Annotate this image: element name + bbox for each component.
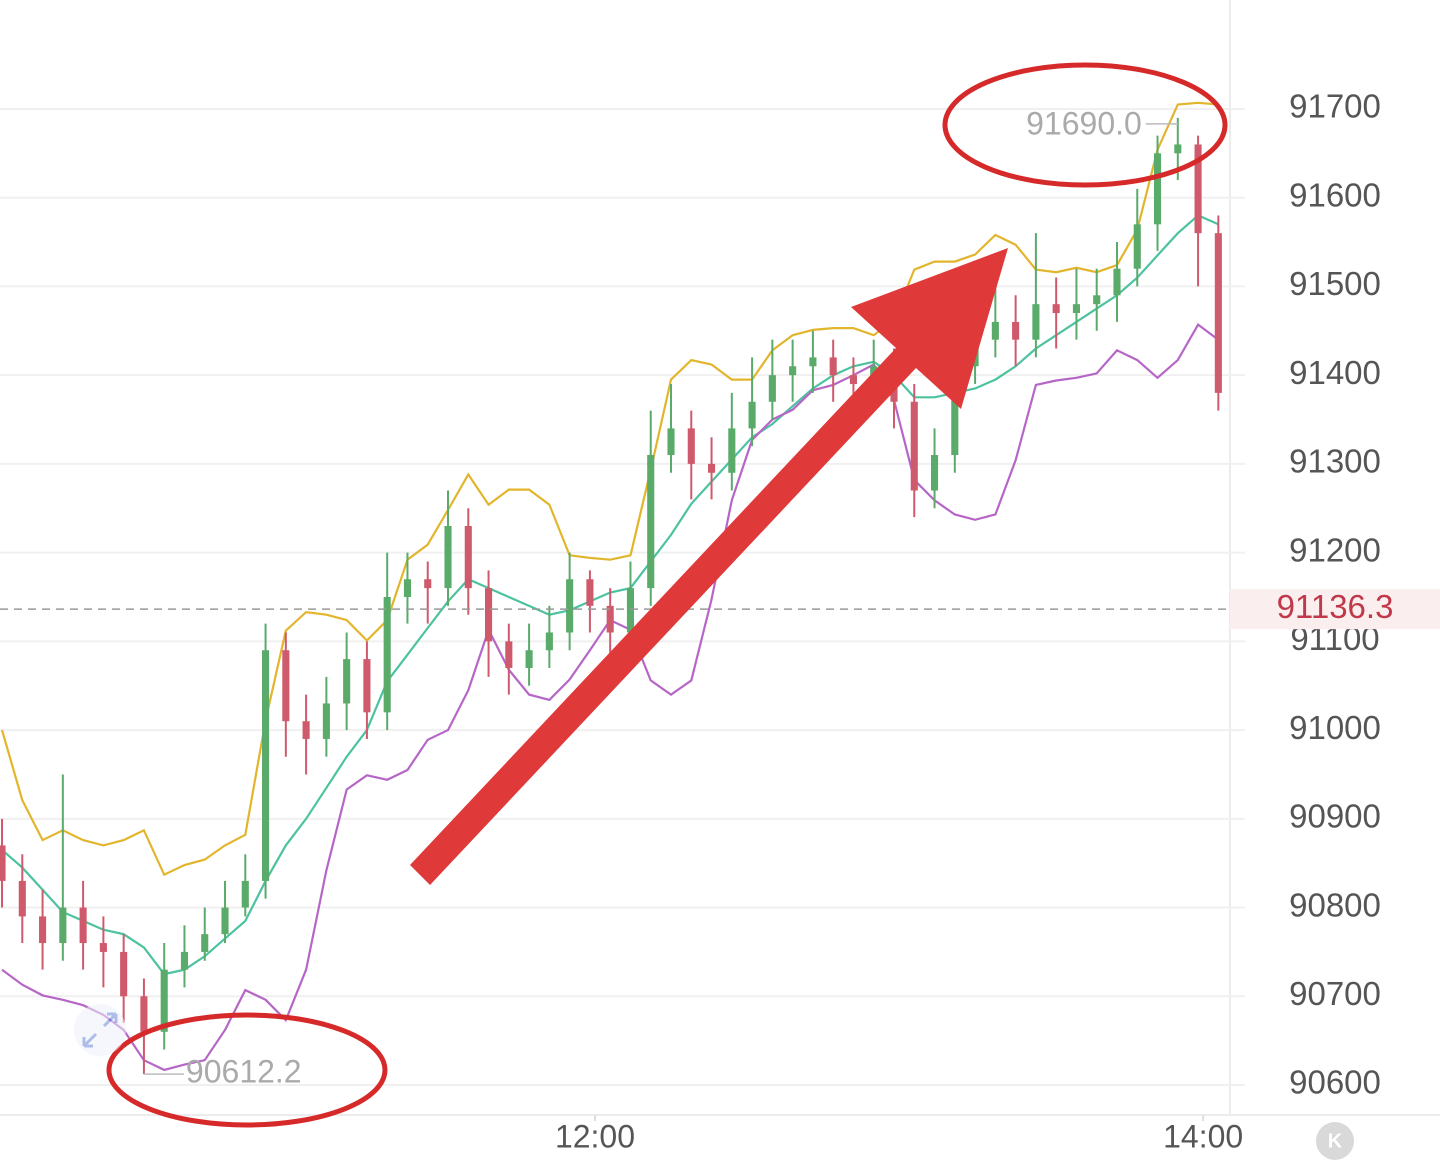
candle-body — [424, 579, 432, 589]
candle-body — [707, 463, 716, 473]
candle-body — [525, 650, 533, 668]
candle-body — [809, 357, 817, 367]
candle-body — [849, 375, 857, 385]
candle-body — [79, 907, 87, 944]
candle-body — [586, 579, 594, 606]
candle-body — [1012, 321, 1020, 340]
candle-body — [160, 969, 168, 1032]
k-button[interactable]: K — [1316, 1122, 1354, 1160]
candle-body — [120, 951, 128, 997]
candle-body — [302, 721, 310, 739]
y-tick-label: 91400 — [1289, 354, 1381, 391]
candle-body — [1133, 224, 1141, 269]
candle-body — [140, 996, 148, 1032]
candle-body — [991, 321, 999, 340]
candle-body — [99, 943, 107, 952]
candle-body — [1153, 153, 1162, 225]
x-tick-label: 12:00 — [555, 1118, 635, 1154]
highlight-ellipse — [106, 1012, 388, 1128]
candle-body — [18, 880, 26, 917]
candle-body — [728, 428, 736, 473]
candle-body — [1113, 268, 1121, 296]
candle-body — [545, 632, 553, 651]
candle-body — [748, 401, 756, 429]
last-price-label: 91136.3 — [1277, 588, 1394, 625]
expand-button[interactable] — [74, 1004, 126, 1056]
candle-body — [383, 596, 391, 713]
candle-body — [789, 366, 797, 376]
candle-body — [241, 880, 249, 908]
highlight-ellipse — [942, 62, 1228, 188]
extreme-label: 90612.2 — [186, 1054, 302, 1090]
candle-body — [1214, 233, 1222, 393]
y-tick-label: 90900 — [1289, 798, 1381, 835]
candle-body — [39, 916, 47, 944]
candle-body — [566, 579, 574, 633]
candle-body — [647, 455, 655, 589]
candle-body — [0, 845, 6, 881]
candle-body — [363, 659, 371, 713]
candle-body — [1174, 144, 1182, 154]
candle-body — [930, 455, 939, 491]
last-price-bg — [1230, 589, 1440, 630]
candle-body — [221, 907, 229, 935]
candle-body — [282, 650, 290, 722]
y-tick-label: 91500 — [1289, 265, 1381, 302]
candle-body — [403, 579, 412, 597]
candle-body — [201, 934, 209, 952]
k-button-label[interactable]: K — [1328, 1130, 1343, 1152]
candle-body — [1194, 144, 1202, 234]
candle-body — [343, 659, 351, 704]
extreme-label: 91690.0 — [1026, 105, 1142, 141]
y-tick-label: 90700 — [1289, 975, 1381, 1012]
candle-body — [768, 375, 776, 402]
trend-arrow — [410, 248, 1008, 885]
candle-body — [606, 605, 614, 633]
candle-body — [626, 588, 635, 633]
expand-button-bg[interactable] — [74, 1004, 126, 1056]
candle-body — [1052, 304, 1060, 314]
candle-body — [667, 428, 675, 456]
candle-body — [1072, 304, 1080, 314]
y-tick-label: 91000 — [1289, 709, 1381, 746]
candle-body — [485, 588, 493, 642]
candle-body — [1032, 304, 1040, 340]
y-tick-label: 91300 — [1289, 443, 1381, 480]
annotations: K — [74, 62, 1354, 1160]
candle-body — [464, 526, 472, 589]
candle-body — [180, 951, 189, 970]
candle-body — [59, 907, 67, 944]
candle-body — [829, 357, 837, 376]
k-button-bg[interactable] — [1316, 1122, 1354, 1160]
y-tick-label: 90600 — [1289, 1064, 1381, 1101]
band-line — [0, 101, 1219, 877]
candle-body — [910, 401, 918, 491]
y-tick-label: 91200 — [1289, 531, 1381, 568]
candle-body — [262, 650, 270, 881]
x-tick-label: 14:00 — [1163, 1118, 1243, 1154]
expand-icon[interactable] — [82, 1012, 118, 1048]
y-tick-label: 90800 — [1289, 886, 1381, 923]
candle-body — [444, 526, 452, 589]
candle-body — [1093, 295, 1101, 305]
candle-body — [951, 366, 959, 456]
y-tick-label: 91600 — [1289, 176, 1381, 213]
candle-body — [505, 641, 513, 668]
y-tick-label: 91700 — [1289, 88, 1381, 125]
candle-body — [322, 703, 330, 739]
candle-body — [687, 428, 695, 464]
